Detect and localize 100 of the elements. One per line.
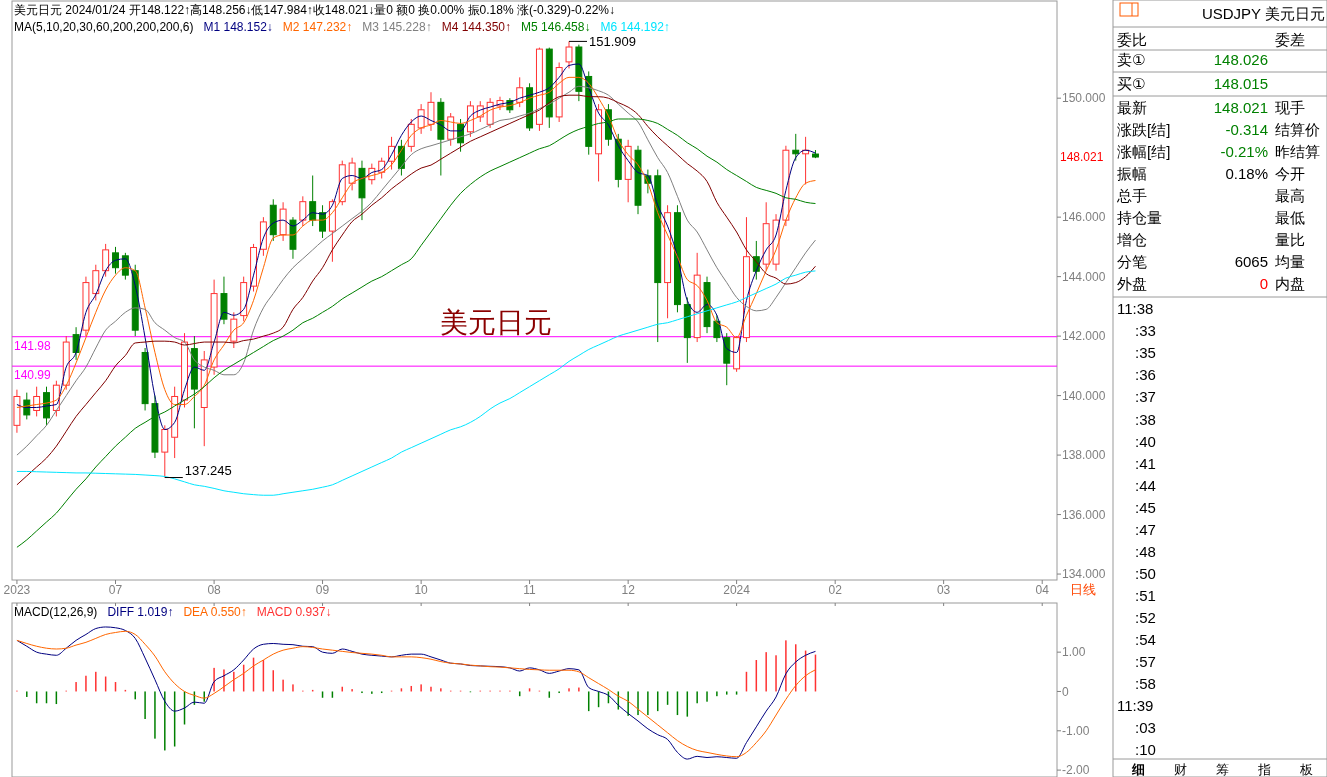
text: 148.015 (1213, 75, 1268, 93)
text: 11:39 (1117, 697, 1154, 715)
x-tick-label: 2024 (723, 583, 751, 597)
y-tick-label: 136.000 (1062, 507, 1106, 522)
text: :41 (1135, 454, 1156, 472)
candlestick (407, 118, 415, 153)
text: :51 (1135, 586, 1156, 604)
text: M5 146.458↓ (521, 20, 591, 34)
text: :47 (1135, 520, 1156, 538)
y-tick-label: 1.00 (1062, 645, 1086, 660)
text: M1 148.152↓ (203, 20, 273, 34)
text: :52 (1135, 608, 1156, 626)
y-tick-label: 142.000 (1062, 329, 1106, 344)
text: 0 (1259, 275, 1268, 293)
y-tick-label: 140.000 (1062, 388, 1106, 403)
category-label: 细 (1130, 761, 1145, 777)
x-tick-label: 07 (108, 583, 123, 597)
annotation: 美元日元 (440, 307, 552, 338)
text: 0.18% (1225, 165, 1268, 183)
series-label: DIFF 1.019↑ (107, 605, 174, 619)
candlestick (565, 40, 573, 69)
candlestick (348, 157, 356, 191)
text: :45 (1135, 498, 1156, 516)
text: 外盘 (1117, 275, 1147, 293)
text: 11:38 (1117, 300, 1154, 318)
candlestick (102, 243, 110, 278)
text: 卖① (1117, 51, 1146, 69)
candlestick (417, 103, 425, 135)
candlestick (299, 195, 307, 227)
text: 现手 (1275, 99, 1305, 117)
text: 148.021 (1060, 150, 1104, 165)
text: 148.021 (1213, 99, 1268, 117)
x-tick-label: 08 (207, 583, 222, 597)
text: 分笔 (1117, 253, 1147, 271)
candlestick (230, 311, 238, 349)
y-tick-label: 144.000 (1062, 269, 1106, 284)
y-tick-label: 146.000 (1062, 210, 1106, 225)
y-tick-label: -2.00 (1062, 763, 1090, 777)
candlestick (92, 264, 100, 301)
legend-title: MA(5,10,20,30,60,200,200,200,6) (14, 20, 194, 34)
text: 昨结算 (1275, 143, 1320, 161)
text: 今开 (1275, 165, 1305, 183)
category-label: 板 (1298, 761, 1313, 777)
text: 增仓 (1116, 231, 1147, 249)
text: 振幅 (1117, 165, 1147, 183)
text: 最新 (1117, 99, 1147, 117)
text: :44 (1135, 476, 1156, 494)
text: :33 (1135, 322, 1156, 340)
text: M2 147.232↑ (282, 20, 353, 34)
text: :57 (1135, 653, 1156, 671)
text: M6 144.192↑ (600, 20, 670, 34)
text: -0.21% (1220, 143, 1268, 161)
ref-line-label: 140.99 (14, 368, 52, 383)
category-label: 指 (1256, 761, 1271, 777)
text: :03 (1135, 719, 1156, 737)
category-label: 财 (1173, 761, 1187, 777)
text: :54 (1135, 631, 1156, 648)
candlestick (112, 246, 119, 275)
text: M4 144.350↑ (441, 20, 512, 34)
text: 6065 (1234, 253, 1268, 271)
text: 日线 (1070, 582, 1096, 597)
text: :10 (1135, 741, 1156, 759)
x-tick-label: 04 (1035, 583, 1050, 597)
text: :36 (1135, 366, 1156, 384)
text: 结算价 (1275, 121, 1320, 139)
text: :37 (1135, 388, 1156, 406)
x-tick-label: 12 (621, 583, 636, 597)
text: MACD 0.937↓ (256, 605, 332, 619)
line-series (16, 270, 816, 496)
text: 内盘 (1275, 275, 1305, 293)
y-tick-label: 138.000 (1062, 448, 1106, 463)
y-tick-label: 134.000 (1062, 567, 1106, 582)
text: DEA 0.550↑ (183, 605, 247, 619)
x-tick-label: 2023 (3, 583, 31, 597)
text: 委差 (1275, 31, 1305, 49)
ref-line-label: 141.98 (14, 338, 52, 353)
x-tick-label: 10 (414, 583, 429, 597)
text: 最低 (1275, 209, 1305, 227)
annotation: 151.909 (589, 33, 636, 49)
text: 买① (1117, 75, 1146, 93)
candlestick (161, 424, 169, 479)
text: 总手 (1116, 187, 1147, 205)
text: -0.314 (1225, 121, 1268, 139)
text: :58 (1135, 675, 1156, 693)
text: 均量 (1274, 253, 1305, 271)
text: :40 (1135, 432, 1156, 450)
text: 持仓量 (1117, 209, 1162, 227)
y-tick-label: 0 (1062, 684, 1069, 699)
legend-title: MACD(12,26,9) (14, 605, 98, 619)
x-tick-label: 09 (315, 583, 330, 597)
chart-title: 美元日元 2024/01/24 开148.122↑高148.256↓低147.984↑收148.021↓量0 额0 换0.00% 振0.18% 涨(-0.329)-0.22%↓ (14, 3, 616, 17)
text: 最高 (1275, 187, 1305, 205)
x-tick-label: 03 (936, 583, 951, 597)
annotation: 137.245 (184, 462, 232, 478)
x-tick-label: 11 (523, 583, 537, 597)
text: :50 (1135, 564, 1156, 582)
text: :35 (1135, 344, 1156, 362)
text: :38 (1135, 410, 1156, 428)
text: 量比 (1275, 231, 1305, 249)
text: USDJPY 美元日元 (1201, 5, 1325, 23)
